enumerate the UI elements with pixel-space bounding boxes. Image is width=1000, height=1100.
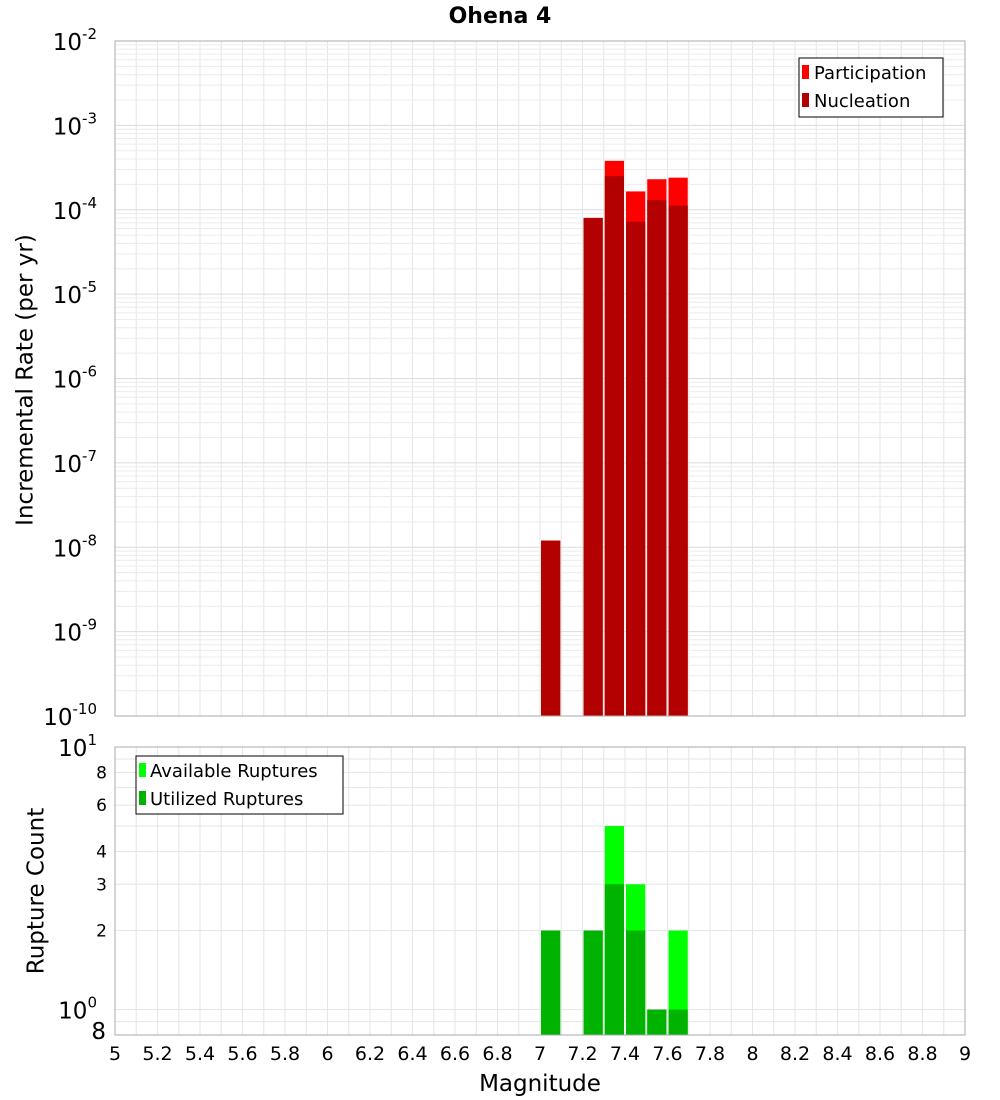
nucleation-bar — [541, 540, 561, 716]
nucleation-bar — [583, 217, 603, 716]
nucleation-legend-label: Nucleation — [814, 91, 910, 112]
x-tick-label: 7.6 — [652, 1043, 682, 1065]
utilized-ruptures-bar — [604, 884, 624, 1035]
utilized-ruptures-legend-label: Utilized Ruptures — [150, 789, 303, 810]
top-y-tick-label: 10-8 — [53, 531, 97, 562]
x-tick-label: 6.8 — [482, 1043, 512, 1065]
bottom-y-tick-label: 8 — [91, 1019, 106, 1045]
nucleation-bar — [668, 205, 688, 716]
available-ruptures-bar — [668, 930, 688, 1035]
x-tick-label: 8.6 — [865, 1043, 895, 1065]
top-y-tick-label: 10-2 — [53, 25, 97, 56]
chart-title: Ohena 4 — [449, 4, 552, 29]
available-ruptures-legend-label: Available Ruptures — [150, 761, 318, 782]
nucleation-legend-swatch — [802, 93, 809, 107]
x-tick-label: 6.6 — [440, 1043, 470, 1065]
x-tick-label: 6.2 — [355, 1043, 385, 1065]
top-y-axis-label: Incremental Rate (per yr) — [13, 234, 39, 526]
bottom-y-tick-label: 8 — [96, 763, 107, 783]
bottom-y-tick-label: 101 — [58, 731, 97, 762]
utilized-ruptures-bar — [626, 930, 646, 1035]
top-plot-frame — [114, 40, 966, 717]
bottom-y-tick-label: 6 — [96, 796, 107, 816]
participation-legend-label: Participation — [814, 63, 926, 84]
x-tick-label: 5.2 — [142, 1043, 172, 1065]
top-bars — [541, 160, 688, 717]
top-legend: Participation Nucleation — [798, 57, 944, 118]
nucleation-bar — [647, 200, 667, 716]
x-tick-label: 7 — [534, 1043, 546, 1065]
utilized-ruptures-legend-swatch — [139, 791, 146, 805]
top-legend-box — [798, 57, 944, 118]
bottom-bars — [541, 826, 688, 1035]
bottom-plot-frame — [114, 746, 966, 1036]
bottom-x-ticks: 5 5.2 5.4 5.6 5.8 6 6.2 6.4 6.6 6.8 7 7.2 7.4 7.6 7.8 8… — [109, 1043, 971, 1065]
x-tick-label: 6 — [321, 1043, 333, 1065]
x-tick-label: 8 — [746, 1043, 758, 1065]
top-y-tick-label: 10-5 — [53, 278, 97, 309]
top-y-tick-label: 10-4 — [53, 194, 97, 225]
top-y-tick-label: 10-9 — [53, 616, 97, 647]
nucleation-bar — [604, 176, 624, 716]
utilized-ruptures-bar — [647, 1009, 667, 1035]
bottom-legend-box — [135, 755, 344, 815]
bottom-y-tick-label: 100 — [58, 994, 97, 1025]
utilized-ruptures-bar — [541, 930, 561, 1035]
x-tick-label: 7.2 — [567, 1043, 597, 1065]
top-y-tick-label: 10-6 — [53, 363, 97, 394]
participation-legend-swatch — [802, 65, 809, 79]
bottom-y-axis-label: Rupture Count — [24, 808, 50, 974]
available-ruptures-legend-swatch — [139, 763, 146, 777]
top-grid — [114, 41, 966, 717]
top-y-tick-label: 10-10 — [43, 700, 97, 731]
x-tick-label: 5 — [109, 1043, 121, 1065]
top-y-tick-label: 10-7 — [53, 447, 97, 478]
utilized-ruptures-bar — [668, 1009, 688, 1035]
x-axis-label: Magnitude — [479, 1071, 601, 1097]
x-tick-label: 5.4 — [185, 1043, 215, 1065]
x-tick-label: 8.4 — [822, 1043, 852, 1065]
nucleation-bar — [626, 221, 646, 716]
bottom-y-tick-label: 4 — [96, 842, 107, 862]
x-tick-label: 7.4 — [610, 1043, 640, 1065]
top-y-tick-label: 10-3 — [53, 109, 97, 140]
x-tick-label: 5.6 — [227, 1043, 257, 1065]
top-y-ticks: 10-2 10-3 10-4 10-5 10-6 10-7 10-8 10-9 10-10 — [43, 25, 97, 731]
x-tick-label: 7.8 — [695, 1043, 725, 1065]
x-tick-label: 8.8 — [907, 1043, 937, 1065]
x-tick-label: 5.8 — [270, 1043, 300, 1065]
utilized-ruptures-bar — [583, 930, 603, 1035]
top-panel: 10-2 10-3 10-4 10-5 10-6 10-7 10-8 10-9 10-10 In… — [13, 25, 966, 731]
x-tick-label: 8.2 — [780, 1043, 810, 1065]
bottom-legend: Available Ruptures Utilized Ruptures — [135, 755, 344, 815]
bottom-y-tick-label: 2 — [96, 922, 107, 942]
bottom-y-tick-label: 3 — [96, 875, 107, 895]
x-tick-label: 9 — [959, 1043, 971, 1065]
x-tick-label: 6.4 — [397, 1043, 427, 1065]
